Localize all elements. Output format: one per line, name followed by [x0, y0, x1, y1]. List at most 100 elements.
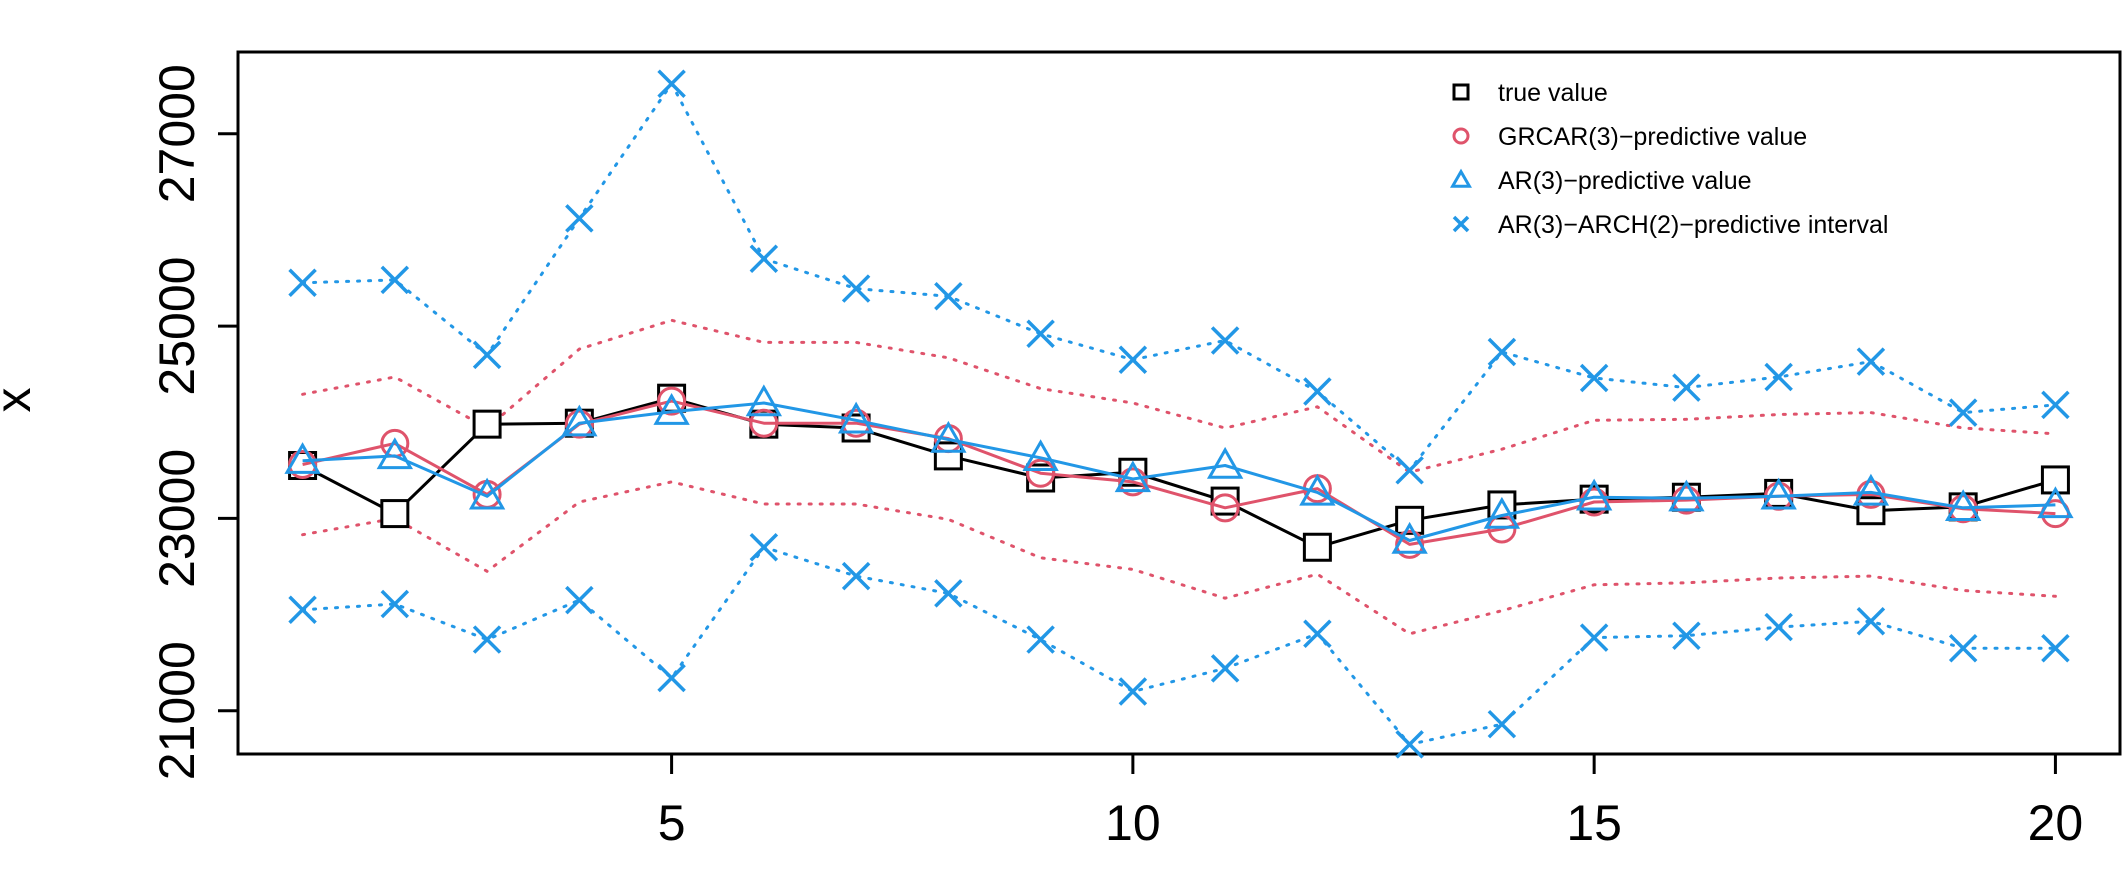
- point-interval_lower-15-stroke-b: [1579, 623, 1609, 652]
- point-interval_lower-4-stroke-b: [565, 585, 594, 615]
- point-ar-18: [1852, 473, 1890, 506]
- point-interval_upper-12-stroke-b: [1303, 377, 1332, 406]
- point-interval_lower-16-stroke-b: [1672, 621, 1701, 650]
- point-interval_lower-20-stroke-b: [2041, 633, 2070, 663]
- point-interval_lower-16: [1672, 621, 1701, 650]
- point-ar-9: [1022, 439, 1059, 472]
- legend-marker-interval: [1452, 215, 1470, 233]
- point-interval_lower-15: [1579, 623, 1609, 652]
- point-interval_upper-4-stroke-b: [565, 204, 594, 233]
- plot-frame: [236, 50, 2122, 756]
- point-interval_upper-15: [1579, 363, 1609, 393]
- series-grcar_upper: [301, 318, 2057, 474]
- point-ar-2: [376, 437, 414, 470]
- point-interval_upper-1: [288, 268, 317, 298]
- point-interval_lower-1-stroke-b: [288, 595, 317, 624]
- point-interval_lower-8: [934, 579, 963, 608]
- point-grcar-10: [1118, 467, 1148, 497]
- point-interval_upper-18: [1856, 347, 1886, 376]
- point-interval_lower-13: [1395, 730, 1424, 759]
- point-ar-8: [930, 420, 967, 453]
- point-grcar-9: [1026, 458, 1056, 488]
- y-tick-label-25000: 25000: [149, 257, 205, 396]
- point-interval_lower-14: [1487, 709, 1517, 739]
- point-interval_upper-14-stroke-b: [1487, 337, 1517, 367]
- series-line-ar: [302, 401, 2056, 542]
- point-interval_upper-19: [1948, 398, 1978, 427]
- point-interval_upper-3-stroke-b: [472, 340, 502, 370]
- point-interval_lower-4: [565, 585, 594, 615]
- point-interval_upper-20-stroke-b: [2041, 390, 2070, 420]
- point-ar-6: [745, 384, 783, 417]
- point-interval_upper-10-stroke-b: [1118, 345, 1148, 374]
- point-grcar-5: [657, 386, 687, 416]
- point-interval_upper-17-stroke-b: [1764, 362, 1793, 392]
- legend-label-interval: AR(3)−ARCH(2)−predictive interval: [1498, 211, 1888, 239]
- point-ar-7: [837, 401, 875, 434]
- point-ar-10: [1114, 460, 1152, 493]
- point-interval_lower-12-stroke-b: [1303, 619, 1332, 649]
- legend-label-true_value: true value: [1498, 79, 1608, 107]
- x-tick-label-20: 20: [2028, 795, 2084, 851]
- series-grcar_lower: [301, 480, 2057, 636]
- point-true_value-12: [1302, 532, 1332, 562]
- series-line-grcar_lower: [301, 480, 2057, 636]
- point-interval_upper-13-stroke-b: [1395, 456, 1424, 485]
- point-ar-5: [653, 393, 690, 425]
- point-ar-13: [1391, 521, 1428, 554]
- point-interval_lower-2-stroke-b: [380, 589, 410, 619]
- point-interval_upper-19-stroke-b: [1948, 398, 1978, 427]
- point-interval_lower-5-stroke-b: [657, 663, 686, 693]
- point-ar-17: [1760, 477, 1797, 510]
- point-interval_upper-4: [565, 204, 594, 233]
- point-interval_upper-5: [657, 69, 686, 98]
- series-interval_upper: [288, 69, 2070, 485]
- point-interval_lower-19: [1948, 633, 1978, 663]
- point-interval_lower-9-stroke-b: [1026, 625, 1055, 654]
- point-interval_lower-19-stroke-b: [1948, 633, 1978, 663]
- point-interval_upper-9: [1026, 319, 1055, 348]
- y-tick-label-27000: 27000: [149, 64, 205, 203]
- series-ar: [284, 384, 2074, 554]
- point-grcar-16: [1671, 485, 1701, 515]
- point-interval_upper-13: [1395, 456, 1424, 485]
- point-interval_lower-18: [1856, 607, 1886, 636]
- point-ar-15: [1575, 478, 1613, 511]
- point-grcar-4: [564, 409, 594, 439]
- point-interval_lower-10: [1118, 677, 1148, 706]
- point-interval_lower-5: [657, 663, 686, 693]
- point-interval_upper-6: [749, 244, 779, 273]
- point-ar-4: [561, 404, 598, 437]
- point-true_value-13: [1395, 505, 1425, 535]
- axis-layer: 5 10 15 20 21000 23000 25000 27000: [149, 64, 2083, 851]
- point-ar-16: [1668, 479, 1705, 512]
- point-interval_lower-2: [380, 589, 410, 619]
- point-interval_upper-15-stroke-b: [1579, 363, 1609, 393]
- series-line-grcar_upper: [301, 318, 2057, 474]
- point-interval_lower-20: [2041, 633, 2070, 663]
- point-interval_upper-10: [1118, 345, 1148, 374]
- point-interval_lower-17: [1764, 612, 1793, 642]
- point-interval_lower-11-stroke-b: [1210, 654, 1240, 683]
- point-interval_upper-2-stroke-b: [380, 265, 410, 295]
- point-interval_lower-7: [841, 561, 871, 591]
- legend-marker-interval-stroke-b: [1452, 215, 1470, 233]
- point-ar-11: [1206, 446, 1244, 479]
- point-interval_lower-18-stroke-b: [1856, 607, 1886, 636]
- point-true_value-11: [1210, 486, 1240, 516]
- point-interval_lower-12: [1303, 619, 1332, 649]
- y-tick-label-23000: 23000: [149, 449, 205, 588]
- point-interval_upper-18-stroke-b: [1856, 347, 1886, 376]
- series-interval_lower: [288, 533, 2070, 759]
- point-interval_upper-6-stroke-b: [749, 244, 779, 273]
- series-line-interval_upper: [301, 82, 2057, 472]
- point-interval_lower-10-stroke-b: [1118, 677, 1148, 706]
- point-interval_upper-12: [1303, 377, 1332, 406]
- point-interval_lower-1: [288, 595, 317, 624]
- point-interval_lower-6: [749, 533, 779, 562]
- point-grcar-6: [749, 408, 779, 438]
- point-interval_lower-6-stroke-b: [749, 533, 779, 562]
- point-interval_upper-14: [1487, 337, 1517, 367]
- legend-label-grcar: GRCAR(3)−predictive value: [1498, 123, 1807, 151]
